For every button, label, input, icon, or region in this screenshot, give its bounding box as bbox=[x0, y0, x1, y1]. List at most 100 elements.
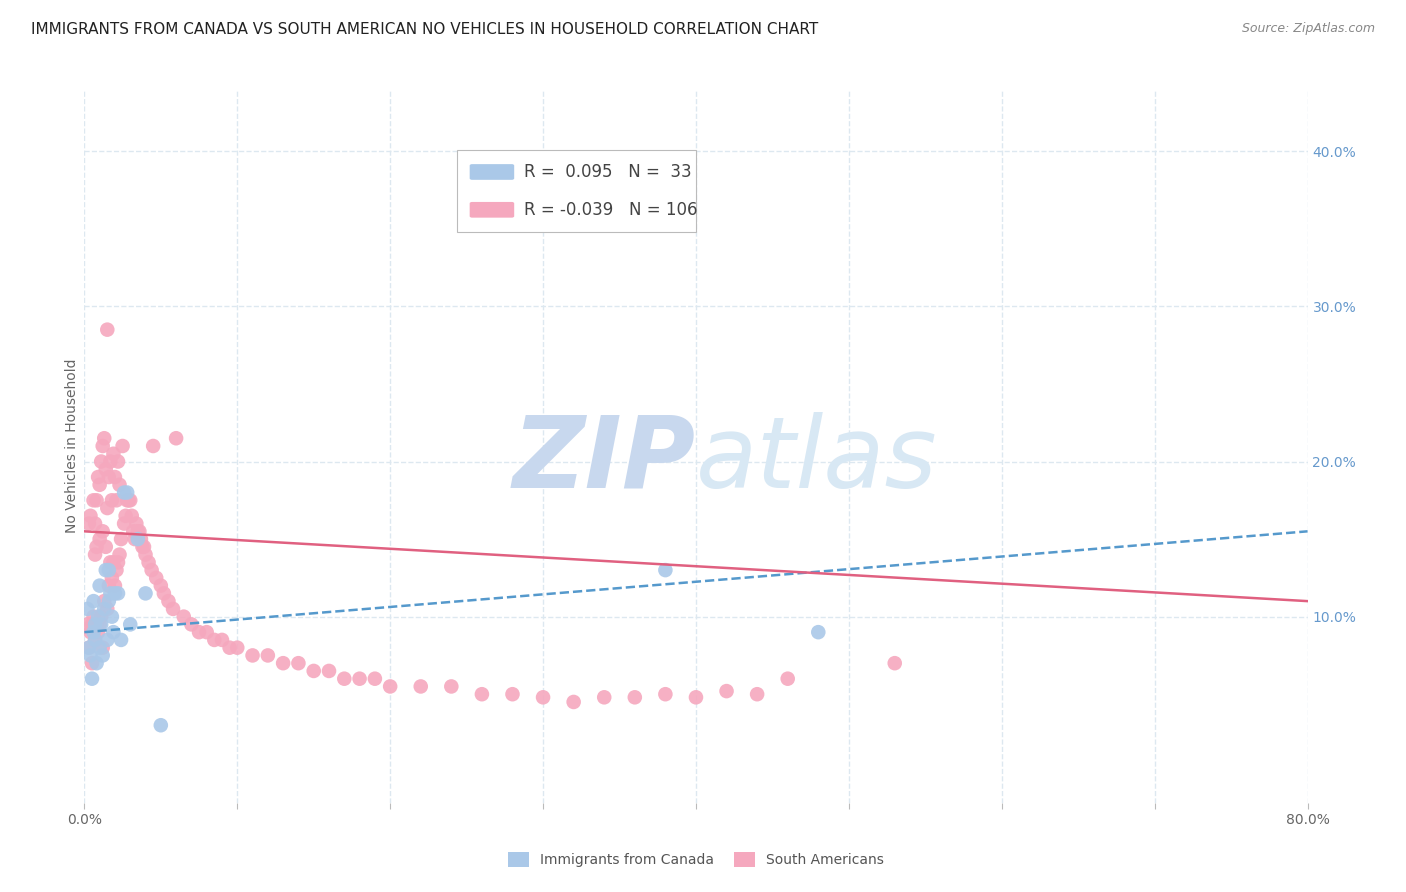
Point bbox=[84, 632, 107, 647]
Point bbox=[165, 431, 187, 445]
Point bbox=[110, 532, 132, 546]
Point bbox=[108, 548, 131, 562]
Point bbox=[149, 718, 172, 732]
Text: R =  0.095   N =  33: R = 0.095 N = 33 bbox=[524, 163, 692, 181]
Point bbox=[111, 439, 134, 453]
Point bbox=[91, 648, 114, 663]
Point bbox=[91, 640, 114, 655]
Point bbox=[157, 594, 180, 608]
Point bbox=[120, 617, 142, 632]
Point bbox=[409, 680, 432, 694]
Point bbox=[93, 594, 115, 608]
Point bbox=[654, 563, 676, 577]
Point bbox=[77, 516, 100, 531]
Point bbox=[98, 454, 121, 468]
Point bbox=[115, 485, 138, 500]
Point bbox=[79, 508, 101, 523]
Point bbox=[98, 555, 121, 569]
Point bbox=[716, 684, 738, 698]
Point bbox=[86, 617, 108, 632]
Point bbox=[202, 632, 225, 647]
Point bbox=[96, 323, 118, 337]
Point bbox=[89, 640, 111, 655]
Point bbox=[120, 493, 142, 508]
Point bbox=[333, 672, 356, 686]
Point bbox=[83, 625, 105, 640]
Point bbox=[138, 555, 160, 569]
Point bbox=[380, 680, 402, 694]
Point bbox=[101, 493, 124, 508]
Point bbox=[807, 625, 830, 640]
Point bbox=[747, 687, 769, 701]
Point bbox=[128, 524, 150, 539]
Point bbox=[145, 571, 167, 585]
Point bbox=[471, 687, 494, 701]
Point bbox=[302, 664, 325, 678]
Point bbox=[318, 664, 340, 678]
Point bbox=[135, 548, 157, 562]
Point bbox=[97, 594, 120, 608]
Point bbox=[226, 640, 249, 655]
Legend: Immigrants from Canada, South Americans: Immigrants from Canada, South Americans bbox=[508, 853, 884, 867]
Y-axis label: No Vehicles in Household: No Vehicles in Household bbox=[65, 359, 79, 533]
Point bbox=[218, 640, 240, 655]
Point bbox=[562, 695, 585, 709]
Point bbox=[86, 540, 108, 554]
Point bbox=[127, 532, 149, 546]
Point bbox=[257, 648, 280, 663]
Point bbox=[97, 470, 120, 484]
Point bbox=[364, 672, 387, 686]
Point bbox=[103, 625, 125, 640]
Text: atlas: atlas bbox=[696, 412, 938, 508]
Point bbox=[90, 454, 112, 468]
Point bbox=[121, 508, 143, 523]
Text: R = -0.039   N = 106: R = -0.039 N = 106 bbox=[524, 201, 697, 219]
Point bbox=[107, 555, 129, 569]
Point bbox=[188, 625, 211, 640]
Point bbox=[91, 439, 114, 453]
Point bbox=[93, 431, 115, 445]
Point bbox=[531, 690, 554, 705]
Point bbox=[84, 548, 107, 562]
Point bbox=[83, 609, 105, 624]
Point bbox=[76, 617, 98, 632]
Point bbox=[103, 447, 125, 461]
Point bbox=[80, 617, 103, 632]
Point bbox=[776, 672, 799, 686]
Point bbox=[593, 690, 616, 705]
Point bbox=[94, 462, 117, 476]
Point bbox=[271, 656, 294, 670]
Point bbox=[79, 648, 101, 663]
Point bbox=[84, 617, 107, 632]
Point bbox=[105, 563, 128, 577]
Point bbox=[77, 640, 100, 655]
Point bbox=[883, 656, 905, 670]
Point bbox=[105, 493, 128, 508]
Point bbox=[87, 470, 110, 484]
Point bbox=[83, 594, 105, 608]
FancyBboxPatch shape bbox=[470, 202, 515, 218]
Point bbox=[180, 617, 202, 632]
Point bbox=[80, 656, 103, 670]
Point bbox=[242, 648, 264, 663]
Point bbox=[685, 690, 707, 705]
Point bbox=[76, 602, 98, 616]
Point bbox=[624, 690, 647, 705]
Point bbox=[287, 656, 309, 670]
Point bbox=[104, 579, 127, 593]
Point bbox=[84, 516, 107, 531]
Point bbox=[502, 687, 524, 701]
Point bbox=[127, 524, 149, 539]
FancyBboxPatch shape bbox=[470, 164, 515, 180]
Point bbox=[173, 609, 195, 624]
Point bbox=[129, 532, 152, 546]
Point bbox=[114, 508, 136, 523]
Text: IMMIGRANTS FROM CANADA VS SOUTH AMERICAN NO VEHICLES IN HOUSEHOLD CORRELATION CH: IMMIGRANTS FROM CANADA VS SOUTH AMERICAN… bbox=[31, 22, 818, 37]
Point bbox=[101, 571, 124, 585]
Point bbox=[96, 632, 118, 647]
Point bbox=[149, 579, 172, 593]
Point bbox=[97, 579, 120, 593]
Point bbox=[91, 524, 114, 539]
Point bbox=[94, 563, 117, 577]
Point bbox=[112, 485, 135, 500]
